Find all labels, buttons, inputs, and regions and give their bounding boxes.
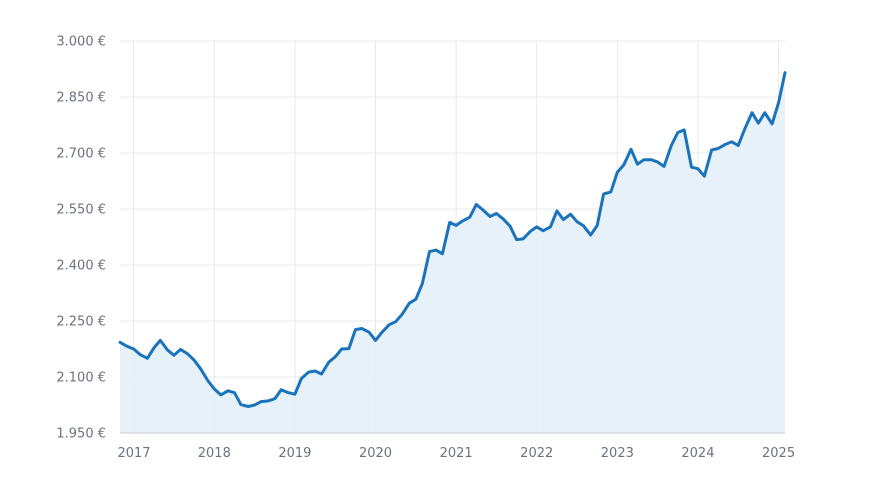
x-tick-label: 2024 xyxy=(681,446,714,461)
y-tick-label: 2.400 € xyxy=(56,259,106,274)
x-tick-label: 2017 xyxy=(117,446,150,461)
x-tick-label: 2018 xyxy=(198,446,231,461)
y-tick-label: 2.100 € xyxy=(56,371,106,386)
x-tick-label: 2019 xyxy=(278,446,311,461)
y-tick-label: 1.950 € xyxy=(56,427,106,442)
y-tick-label: 2.850 € xyxy=(56,91,106,106)
x-tick-label: 2020 xyxy=(359,446,392,461)
x-tick-label: 2025 xyxy=(762,446,795,461)
x-tick-label: 2021 xyxy=(440,446,473,461)
y-tick-label: 2.250 € xyxy=(56,315,106,330)
y-tick-label: 2.550 € xyxy=(56,203,106,218)
y-tick-label: 2.700 € xyxy=(56,147,106,162)
series-area xyxy=(120,72,785,433)
y-tick-labels: 1.950 € 2.100 € 2.250 € 2.400 € 2.550 € 2.700… xyxy=(56,35,106,442)
series-line xyxy=(118,71,787,408)
y-tick-label: 3.000 € xyxy=(56,35,106,50)
x-tick-label: 2023 xyxy=(601,446,634,461)
x-tick-labels: 2017 2018 2019 2020 2021 2022 2023 2024 2025 xyxy=(117,446,795,461)
x-tick-label: 2022 xyxy=(520,446,553,461)
